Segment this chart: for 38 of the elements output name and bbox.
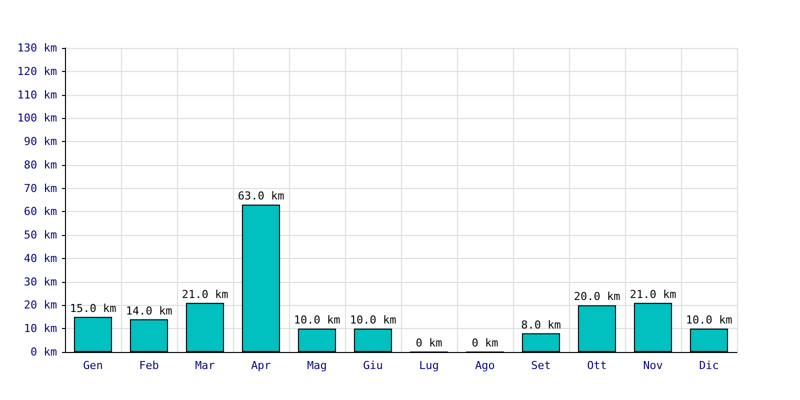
y-tick-label: 70 km [24,182,58,195]
y-tick-label: 20 km [24,298,58,312]
y-tick-label: 10 km [24,322,58,336]
y-tick-label: 130 km [17,42,58,54]
y-tick-label: 60 km [24,205,58,218]
y-tick-label: 100 km [17,112,58,125]
x-tick-label: Ott [587,359,607,372]
data-label: 10.0 km [294,314,341,327]
data-label: 21.0 km [630,288,677,301]
x-tick-label: Set [531,359,551,372]
data-label: 0 km [472,336,499,350]
x-tick-label: Giu [363,359,383,372]
x-tick-label: Apr [251,359,272,372]
data-label: 14.0 km [126,304,173,318]
x-tick-label: Ago [475,359,495,372]
y-tick-label: 30 km [24,275,58,288]
x-tick-label: Mag [307,359,327,372]
y-tick-label: 0 km [30,346,58,358]
x-tick-label: Nov [643,359,664,372]
data-label: 63.0 km [238,190,285,203]
y-tick-label: 90 km [24,135,58,148]
data-label: 15.0 km [70,302,117,315]
x-tick-label: Mar [195,359,216,372]
data-label: 10.0 km [350,314,397,327]
y-tick-label: 80 km [24,158,58,172]
x-tick-label: Lug [419,359,439,372]
data-label: 21.0 km [182,288,229,301]
y-tick-label: 110 km [17,88,58,102]
x-tick-label: Gen [83,359,103,372]
data-label: 8.0 km [521,318,562,332]
data-label: 10.0 km [686,314,733,327]
x-tick-label: Dic [699,359,719,372]
y-tick-label: 120 km [17,64,58,78]
y-tick-label: 40 km [24,252,58,265]
data-label: 20.0 km [574,290,621,304]
data-label: 0 km [416,336,443,350]
y-tick-label: 50 km [24,228,58,242]
x-tick-label: Feb [139,359,159,372]
